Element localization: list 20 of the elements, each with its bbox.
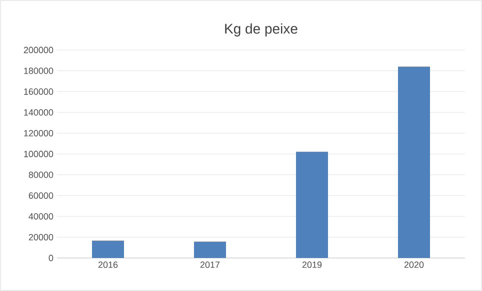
bar	[194, 242, 226, 258]
y-tick-label: 120000	[24, 130, 54, 136]
y-tick-label: 200000	[24, 46, 54, 54]
x-tick-label: 2017	[200, 262, 220, 268]
bar	[398, 66, 430, 258]
y-tick-label: 80000	[28, 172, 54, 178]
y-tick-label: 140000	[24, 109, 54, 116]
y-tick-label: 160000	[24, 88, 54, 95]
y-tick-label: 60000	[28, 192, 54, 199]
x-tick-label: 2019	[302, 262, 322, 268]
x-tick-label: 2020	[404, 262, 424, 268]
x-tick-label: 2016	[98, 262, 118, 268]
y-tick-label: 0	[48, 254, 54, 262]
y-tick-label: 20000	[28, 234, 54, 240]
y-tick-label: 40000	[28, 213, 54, 220]
y-tick-label: 100000	[24, 150, 54, 158]
bar	[296, 152, 328, 258]
y-tick-label: 180000	[24, 68, 54, 74]
chart-title: Kg de peixe	[225, 23, 298, 36]
bar	[92, 240, 124, 258]
